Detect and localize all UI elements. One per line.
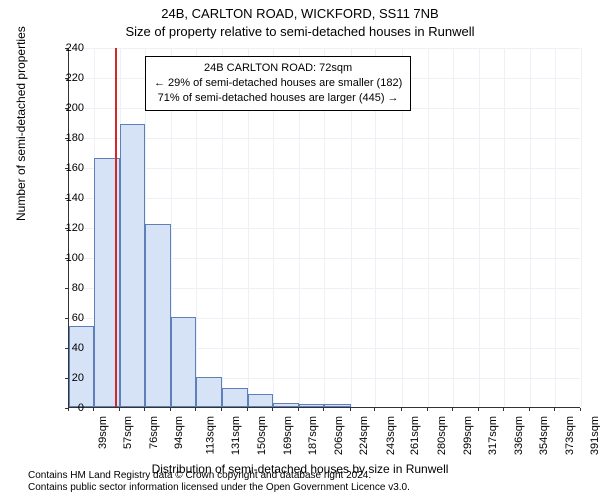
chart-container: 24B, CARLTON ROAD, WICKFORD, SS11 7NB Si…: [0, 0, 600, 500]
y-tick-label: 220: [44, 72, 84, 84]
histogram-bar: [299, 404, 324, 407]
footer-attribution: Contains HM Land Registry data © Crown c…: [28, 470, 410, 494]
x-tick-mark: [478, 408, 479, 411]
y-tick-label: 20: [44, 372, 84, 384]
x-tick-mark: [298, 408, 299, 411]
y-tick-mark: [65, 138, 68, 139]
x-tick-mark: [452, 408, 453, 411]
legend-line1: 24B CARLTON ROAD: 72sqm: [154, 61, 402, 76]
y-tick-label: 140: [44, 192, 84, 204]
y-tick-label: 200: [44, 102, 84, 114]
x-tick-label: 280sqm: [436, 416, 448, 455]
y-tick-label: 80: [44, 282, 84, 294]
y-tick-mark: [65, 168, 68, 169]
y-tick-label: 120: [44, 222, 84, 234]
y-axis-label: Number of semi-detached properties: [14, 26, 28, 221]
x-tick-label: 169sqm: [283, 416, 295, 455]
chart-title-line2: Size of property relative to semi-detach…: [0, 24, 600, 39]
x-tick-mark: [503, 408, 504, 411]
histogram-bar: [196, 377, 222, 407]
x-tick-mark: [195, 408, 196, 411]
y-tick-label: 0: [44, 402, 84, 414]
legend-box: 24B CARLTON ROAD: 72sqm ← 29% of semi-de…: [145, 56, 411, 111]
y-tick-mark: [65, 198, 68, 199]
x-tick-mark: [580, 408, 581, 411]
x-tick-mark: [119, 408, 120, 411]
x-tick-label: 224sqm: [358, 416, 370, 455]
chart-title-line1: 24B, CARLTON ROAD, WICKFORD, SS11 7NB: [0, 6, 600, 21]
x-tick-mark: [554, 408, 555, 411]
y-tick-mark: [65, 288, 68, 289]
x-tick-label: 94sqm: [173, 416, 185, 449]
reference-line: [115, 48, 117, 407]
y-tick-mark: [65, 108, 68, 109]
x-tick-mark: [401, 408, 402, 411]
x-tick-mark: [529, 408, 530, 411]
x-tick-mark: [374, 408, 375, 411]
x-tick-label: 187sqm: [307, 416, 319, 455]
footer-line1: Contains HM Land Registry data © Crown c…: [28, 470, 410, 482]
x-tick-label: 354sqm: [538, 416, 550, 455]
x-tick-mark: [93, 408, 94, 411]
histogram-bar: [273, 403, 299, 408]
footer-line2: Contains public sector information licen…: [28, 482, 410, 494]
x-gridline: [428, 48, 429, 407]
x-tick-label: 150sqm: [256, 416, 268, 455]
y-tick-mark: [65, 228, 68, 229]
histogram-bar: [222, 388, 248, 408]
y-tick-label: 240: [44, 42, 84, 54]
x-tick-label: 391sqm: [589, 416, 600, 455]
plot-area: 24B CARLTON ROAD: 72sqm ← 29% of semi-de…: [68, 48, 580, 408]
histogram-bar: [69, 326, 94, 407]
x-tick-label: 299sqm: [462, 416, 474, 455]
y-tick-mark: [65, 318, 68, 319]
y-tick-mark: [65, 378, 68, 379]
x-gridline: [479, 48, 480, 407]
x-gridline: [453, 48, 454, 407]
x-tick-label: 317sqm: [487, 416, 499, 455]
x-tick-label: 76sqm: [148, 416, 160, 449]
y-tick-mark: [65, 258, 68, 259]
y-tick-mark: [65, 48, 68, 49]
legend-line3: 71% of semi-detached houses are larger (…: [154, 91, 402, 106]
x-tick-mark: [350, 408, 351, 411]
x-tick-mark: [247, 408, 248, 411]
x-gridline: [504, 48, 505, 407]
y-tick-mark: [65, 78, 68, 79]
x-tick-label: 113sqm: [204, 416, 216, 454]
y-tick-label: 40: [44, 342, 84, 354]
x-tick-label: 243sqm: [385, 416, 397, 455]
histogram-bar: [324, 404, 350, 407]
histogram-bar: [145, 224, 171, 407]
x-gridline: [581, 48, 582, 407]
y-tick-label: 160: [44, 162, 84, 174]
y-tick-mark: [65, 348, 68, 349]
x-tick-label: 131sqm: [230, 416, 242, 455]
histogram-bar: [171, 317, 196, 407]
x-gridline: [555, 48, 556, 407]
x-tick-label: 373sqm: [564, 416, 576, 455]
legend-line2: ← 29% of semi-detached houses are smalle…: [154, 76, 402, 91]
histogram-bar: [120, 124, 145, 408]
y-tick-label: 180: [44, 132, 84, 144]
x-tick-mark: [144, 408, 145, 411]
x-tick-label: 206sqm: [334, 416, 346, 455]
x-tick-mark: [323, 408, 324, 411]
x-tick-label: 336sqm: [513, 416, 525, 455]
x-gridline: [530, 48, 531, 407]
y-tick-label: 60: [44, 312, 84, 324]
y-tick-label: 100: [44, 252, 84, 264]
x-tick-label: 57sqm: [122, 416, 134, 449]
x-tick-mark: [427, 408, 428, 411]
x-tick-label: 39sqm: [97, 416, 109, 449]
x-tick-mark: [221, 408, 222, 411]
x-tick-mark: [272, 408, 273, 411]
histogram-bar: [248, 394, 273, 408]
x-tick-mark: [170, 408, 171, 411]
x-tick-mark: [68, 408, 69, 411]
x-tick-label: 261sqm: [410, 416, 422, 455]
